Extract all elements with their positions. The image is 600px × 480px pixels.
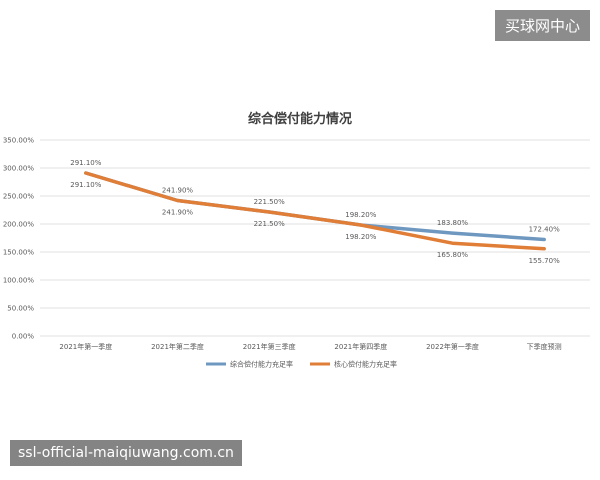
legend-label-2: 核心偿付能力充足率 [334, 360, 397, 369]
series-line-2 [84, 171, 546, 251]
x-tick-label: 2022年第一季度 [426, 342, 479, 351]
data-label-s2: 241.90% [162, 209, 193, 217]
data-label-s2: 291.10% [70, 181, 101, 189]
x-tick-label: 2021年第一季度 [59, 342, 112, 351]
x-tick-label: 下季度预测 [527, 342, 562, 351]
data-label-s1: 291.10% [70, 159, 101, 167]
x-tick-label: 2021年第三季度 [243, 342, 296, 351]
x-tick-label: 2021年第二季度 [151, 342, 204, 351]
chart-title: 综合偿付能力情况 [248, 111, 352, 127]
x-tick-label: 2021年第四季度 [334, 342, 387, 351]
y-tick-label: 200.00% [3, 221, 34, 229]
data-label-s1: 172.40% [529, 225, 560, 233]
y-tick-label: 250.00% [3, 193, 34, 201]
data-label-s1: 221.50% [254, 198, 285, 206]
y-tick-label: 100.00% [3, 277, 34, 285]
watermark-bottom: ssl-official-maiqiuwang.com.cn [10, 440, 242, 466]
y-tick-label: 50.00% [7, 305, 34, 313]
y-tick-label: 0.00% [12, 333, 35, 341]
data-label-s1: 198.20% [345, 211, 376, 219]
series-line-1 [84, 171, 546, 242]
data-label-s1: 241.90% [162, 187, 193, 195]
data-label-s1: 183.80% [437, 219, 468, 227]
watermark-top: 买球网中心 [494, 10, 590, 41]
data-label-s2: 198.20% [345, 233, 376, 241]
legend-label-1: 综合偿付能力充足率 [230, 360, 293, 369]
y-tick-label: 150.00% [3, 249, 34, 257]
data-label-s2: 221.50% [254, 220, 285, 228]
y-tick-label: 300.00% [3, 165, 34, 173]
data-label-s2: 165.80% [437, 251, 468, 259]
data-label-s2: 155.70% [529, 257, 560, 265]
y-tick-label: 350.00% [3, 137, 34, 145]
